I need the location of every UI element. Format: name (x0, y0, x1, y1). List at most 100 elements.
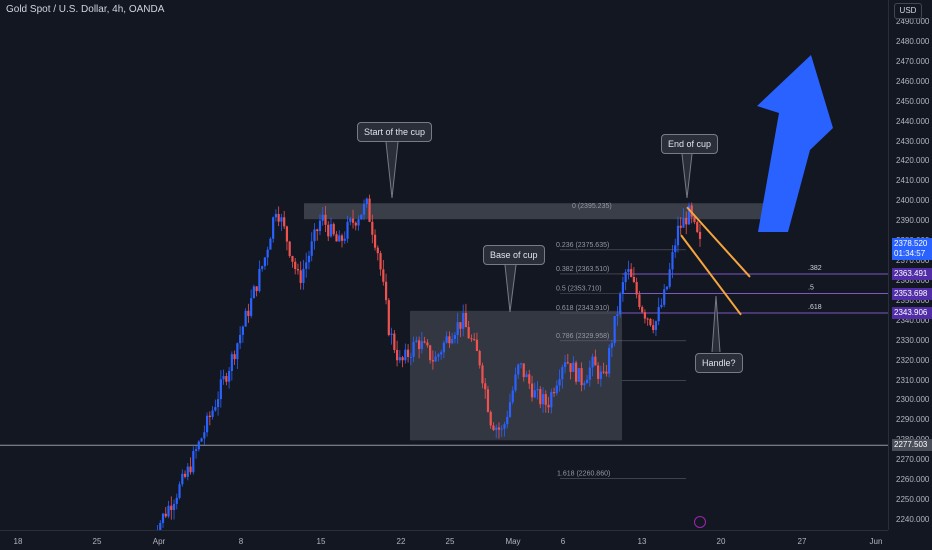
candle-body (539, 389, 542, 405)
candle-body (462, 312, 465, 329)
candle-body (495, 427, 498, 430)
price-tick-label: 2320.000 (896, 355, 930, 365)
candle-body (258, 268, 261, 292)
candle-body (503, 424, 506, 429)
candle-body (580, 368, 583, 386)
candle-body (481, 365, 484, 384)
candle-body (172, 503, 176, 511)
base-of-cup-pointer (504, 264, 517, 313)
fib-retracement[interactable]: 0 (2395.235) 0.236 (2375.635) 0.382 (2363.… (556, 203, 686, 479)
candle-body (698, 231, 702, 239)
candle-body (401, 357, 404, 361)
candle-body (638, 294, 641, 308)
candle-body (668, 269, 671, 287)
candle-body (434, 356, 437, 362)
candle-body (506, 416, 509, 425)
price-tick-label: 2410.000 (896, 176, 930, 186)
candle-body (407, 349, 410, 357)
candle-body (478, 350, 481, 366)
candle-body (475, 339, 479, 351)
candle-body (360, 214, 363, 220)
candle-body (599, 371, 602, 379)
price-tick-label: 2360.000 (896, 275, 930, 285)
price-tick-label: 2390.000 (896, 216, 930, 226)
end-of-cup-pointer (681, 153, 693, 199)
candle-body (597, 365, 600, 379)
candle-body (266, 249, 269, 258)
candle-body (558, 379, 561, 386)
candle-body (585, 379, 589, 384)
handle-upper-trendline[interactable] (686, 206, 751, 278)
fib-5-price-tag: 2353.698 (892, 287, 932, 300)
candle-body (205, 415, 209, 433)
candle-body (676, 225, 680, 246)
candle-body (685, 217, 688, 225)
candle-body (324, 214, 327, 225)
candle-body (652, 325, 655, 331)
candle-body (362, 204, 366, 215)
candle-body (340, 235, 344, 241)
candle-body (263, 257, 267, 267)
currency-button[interactable]: USD (894, 3, 922, 19)
candle-body (274, 213, 278, 218)
candle-body (569, 363, 572, 372)
candle-body (208, 415, 211, 417)
time-tick-label: 22 (396, 537, 406, 546)
time-axis[interactable]: 18 25 Apr 8 15 22 25 May 6 13 20 27 Jun (0, 530, 888, 550)
candle-body (583, 383, 586, 386)
candle-body (627, 269, 630, 273)
start-of-cup-pointer (385, 141, 399, 199)
breakout-arrow-icon[interactable] (757, 55, 833, 232)
candle-body (329, 224, 333, 237)
candle-body (167, 505, 170, 517)
candle-body (203, 432, 206, 439)
candle-body (613, 316, 616, 344)
candle-body (409, 356, 412, 358)
candle-body (250, 298, 253, 316)
candle-body (420, 341, 423, 350)
candle-body (550, 392, 553, 408)
candle-body (346, 221, 349, 239)
chart-area[interactable]: 0 (2395.235) 0.236 (2375.635) 0.382 (2363.… (0, 0, 888, 530)
candle-body (511, 390, 514, 403)
candle-body (351, 218, 355, 223)
price-chart[interactable]: 0 (2395.235) 0.236 (2375.635) 0.382 (2363.… (0, 0, 888, 530)
candle-body (497, 427, 501, 430)
candle-body (525, 374, 528, 378)
candle-body (619, 293, 622, 315)
candle-body (186, 466, 189, 477)
candle-body (387, 300, 390, 335)
candle-body (665, 286, 669, 290)
candle-body (398, 357, 401, 361)
candle-body (451, 339, 454, 344)
candle-body (445, 336, 448, 343)
candle-body (216, 399, 220, 408)
candles[interactable] (151, 194, 702, 530)
candle-body (382, 269, 385, 282)
price-tick-label: 2250.000 (896, 495, 930, 505)
horizontal-line-price-tag: 2277.503 (892, 439, 932, 452)
cup-rim-zone (304, 203, 786, 220)
price-tick-label: 2430.000 (896, 136, 930, 146)
start-of-cup-callout: Start of the cup (357, 122, 433, 142)
candle-body (318, 220, 322, 232)
candle-body (395, 349, 399, 361)
candle-body (442, 342, 445, 353)
candle-body (252, 286, 255, 299)
candle-body (621, 282, 624, 294)
price-tick-label: 2260.000 (896, 475, 930, 485)
candle-body (228, 371, 231, 382)
fib-right-label: .382 (808, 265, 822, 272)
handle-lower-trendline[interactable] (680, 234, 742, 316)
candle-body (608, 347, 611, 374)
candle-body (486, 389, 490, 412)
candle-body (519, 363, 523, 365)
fib-level-label: 1.618 (2260.860) (557, 470, 610, 477)
candle-body (404, 349, 407, 361)
candle-body (200, 438, 203, 442)
candle-body (379, 253, 382, 270)
candle-body (602, 371, 605, 373)
price-tick-label: 2340.000 (896, 315, 930, 325)
price-axis[interactable]: 2490.000 2480.000 2470.000 2460.000 2450.000… (888, 0, 932, 530)
candle-body (415, 340, 418, 342)
